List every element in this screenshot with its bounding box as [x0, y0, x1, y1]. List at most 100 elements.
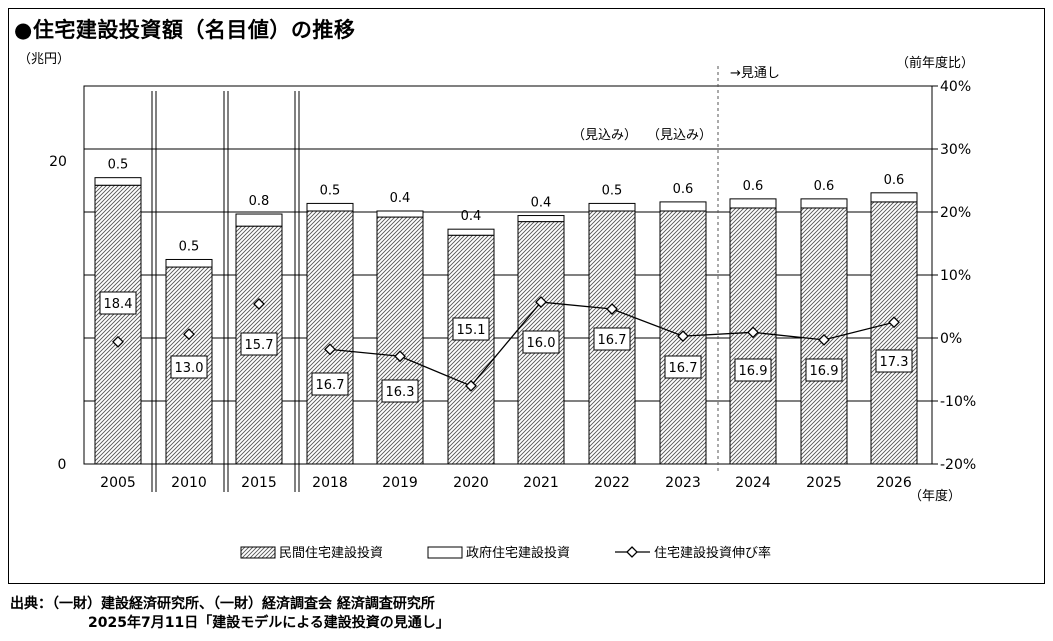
- gov-value-label-2015: 0.8: [249, 194, 270, 209]
- growth-rate-point-2022: [606, 303, 618, 315]
- x-tick-2010: 2010: [171, 475, 207, 491]
- private-value-label-2010: 13.0: [175, 361, 204, 376]
- bar-government-2025: [800, 198, 848, 209]
- x-tick-2023: 2023: [665, 475, 701, 491]
- private-value-label-2019: 16.3: [386, 385, 415, 400]
- private-value-box-2018: [311, 372, 349, 396]
- x-tick-2022: 2022: [594, 475, 630, 491]
- y-left-tick-20: 20: [49, 154, 67, 170]
- x-tick-2024: 2024: [735, 475, 771, 491]
- y-right-tick--20%: -20%: [940, 457, 976, 473]
- x-tick-2025: 2025: [806, 475, 842, 491]
- bar-private-2005: [94, 184, 142, 465]
- x-tick-2018: 2018: [312, 475, 348, 491]
- private-value-label-2015: 15.7: [245, 338, 274, 353]
- gov-value-label-2023: 0.6: [673, 182, 694, 197]
- private-value-box-2021: [522, 330, 560, 354]
- x-tick-2019: 2019: [382, 475, 418, 491]
- growth-rate-point-2020: [465, 379, 477, 392]
- growth-rate-point-2005: [112, 335, 124, 348]
- legend-private-label: 民間住宅建設投資: [279, 545, 383, 561]
- bar-government-2010: [165, 258, 213, 268]
- y-right-tick-10%: 10%: [940, 268, 971, 284]
- private-value-box-2023: [664, 355, 702, 379]
- bar-private-2019: [376, 216, 424, 465]
- private-value-label-2024: 16.9: [739, 364, 768, 379]
- bar-government-2019: [376, 210, 424, 218]
- gov-value-label-2010: 0.5: [179, 239, 200, 254]
- bar-government-2024: [729, 198, 777, 209]
- y-left-unit-label: （兆円）: [18, 52, 70, 67]
- growth-rate-point-2018: [324, 343, 336, 356]
- estimate-label-2023: （見込み）: [647, 128, 712, 143]
- source-line-2: 2025年7月11日「建設モデルによる建設投資の見通し」: [88, 615, 450, 631]
- private-value-box-2025: [805, 358, 843, 382]
- x-tick-2021: 2021: [523, 475, 559, 491]
- private-value-label-2022: 16.7: [598, 333, 627, 348]
- bar-government-2022: [588, 202, 636, 212]
- growth-rate-point-2015: [253, 298, 265, 310]
- x-tick-2015: 2015: [241, 475, 277, 491]
- gov-value-label-2025: 0.6: [814, 179, 835, 194]
- private-value-label-2018: 16.7: [316, 378, 345, 393]
- private-value-box-2022: [593, 327, 631, 351]
- bar-private-2026: [870, 201, 918, 465]
- private-value-label-2025: 16.9: [810, 364, 839, 379]
- y-left-tick-0: 0: [58, 457, 67, 473]
- private-value-box-2015: [240, 332, 278, 356]
- y-right-unit-label: （前年度比）: [896, 55, 974, 71]
- gov-value-label-2019: 0.4: [390, 191, 411, 206]
- gov-value-label-2021: 0.4: [531, 196, 552, 211]
- growth-rate-point-2010: [183, 328, 195, 341]
- x-tick-2020: 2020: [453, 475, 489, 491]
- growth-rate-point-2025: [818, 333, 830, 346]
- bar-private-2020: [447, 234, 495, 465]
- source-line-1: 出典：（一財）建設経済研究所、（一財）経済調査会 経済調査研究所: [10, 596, 435, 612]
- growth-rate-point-2021: [535, 296, 547, 309]
- growth-rate-point-2019: [394, 350, 406, 363]
- private-value-label-2026: 17.3: [880, 355, 909, 370]
- x-tick-2005: 2005: [100, 475, 136, 491]
- private-value-label-2020: 15.1: [457, 323, 486, 338]
- gov-value-label-2024: 0.6: [743, 179, 764, 194]
- y-right-tick-30%: 30%: [940, 142, 971, 158]
- growth-rate-point-2023: [677, 330, 689, 343]
- source-note: 出典：（一財）建設経済研究所、（一財）経済調査会 経済調査研究所 2025年7月…: [10, 595, 450, 633]
- chart-frame: [8, 8, 1045, 584]
- y-right-tick-20%: 20%: [940, 205, 971, 221]
- bar-government-2018: [306, 202, 354, 212]
- gov-value-label-2026: 0.6: [884, 173, 905, 188]
- bar-government-2026: [870, 192, 918, 203]
- y-right-tick-40%: 40%: [940, 79, 971, 95]
- private-value-label-2021: 16.0: [527, 336, 556, 351]
- y-right-tick-0%: 0%: [940, 331, 962, 347]
- private-value-box-2020: [452, 317, 490, 341]
- private-value-box-2005: [99, 291, 137, 315]
- x-tick-2026: 2026: [876, 475, 912, 491]
- bar-government-2005: [94, 177, 142, 186]
- bar-private-2018: [306, 210, 354, 465]
- private-value-box-2024: [734, 358, 772, 382]
- estimate-label-2022: （見込み）: [572, 128, 637, 143]
- gov-value-label-2018: 0.5: [320, 183, 341, 198]
- gov-value-label-2020: 0.4: [461, 209, 482, 224]
- bar-government-2023: [659, 201, 707, 212]
- x-unit-label: （年度）: [909, 488, 961, 504]
- gov-value-label-2022: 0.5: [602, 183, 623, 198]
- forecast-label: →見通し: [730, 66, 780, 81]
- legend-private-swatch: [240, 546, 276, 559]
- legend-government-swatch: [427, 546, 463, 559]
- page-title: ●住宅建設投資額（名目値）の推移: [14, 18, 356, 42]
- gov-value-label-2005: 0.5: [108, 158, 129, 173]
- legend-government-label: 政府住宅建設投資: [466, 545, 570, 561]
- growth-rate-point-2024: [747, 326, 759, 339]
- growth-rate-point-2026: [888, 316, 900, 329]
- bar-government-2020: [447, 228, 495, 236]
- legend-line-marker: [626, 546, 638, 558]
- private-value-box-2019: [381, 379, 419, 403]
- bar-government-2015: [235, 213, 283, 227]
- private-value-box-2010: [170, 355, 208, 379]
- private-value-label-2023: 16.7: [669, 361, 698, 376]
- legend-line-label: 住宅建設投資伸び率: [654, 545, 771, 561]
